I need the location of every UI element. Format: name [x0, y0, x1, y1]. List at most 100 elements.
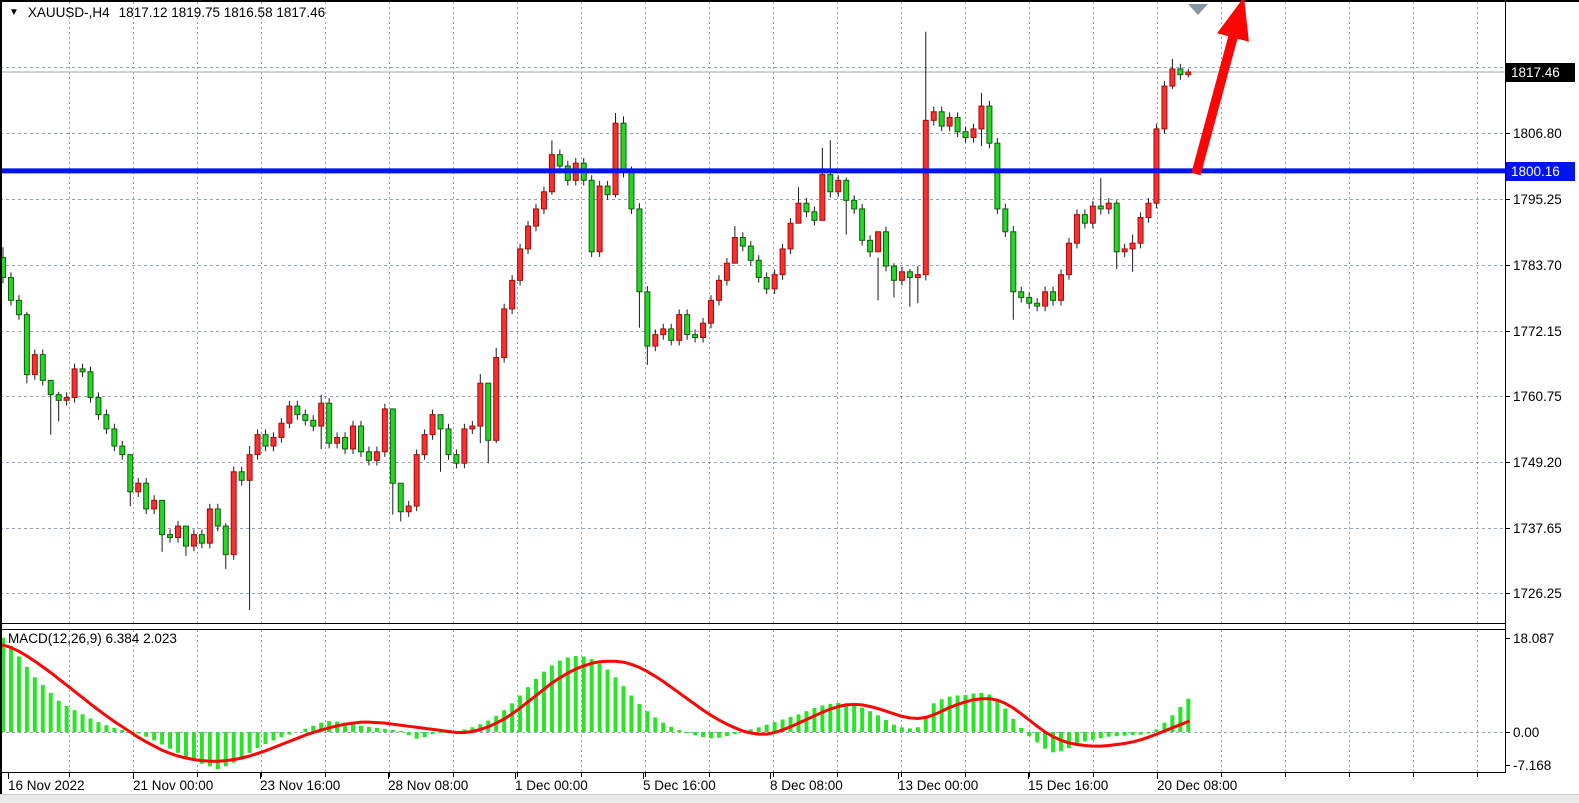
candle-bull	[771, 274, 778, 290]
macd-histogram-bar	[343, 722, 348, 732]
candle-bear	[811, 211, 818, 221]
macd-histogram-bar	[88, 718, 93, 732]
candle-bear	[238, 471, 245, 481]
candle-bull	[1105, 202, 1112, 210]
macd-histogram-bar	[828, 703, 833, 732]
symbol-timeframe-label: XAUUSD-,H4	[27, 5, 110, 20]
macd-histogram-bar	[1035, 732, 1040, 743]
candle-bull	[707, 299, 714, 324]
candle-bear	[7, 276, 14, 301]
candle-bull	[970, 128, 977, 138]
window-border-left	[0, 0, 2, 795]
macd-histogram-bar	[995, 699, 1000, 732]
macd-histogram-bar	[255, 732, 260, 749]
candle-bull	[190, 534, 197, 547]
current-price-badge: 1817.46	[1506, 63, 1575, 82]
macd-histogram-bar	[398, 730, 403, 732]
candle-bull	[1121, 248, 1128, 253]
macd-histogram-bar	[56, 700, 61, 732]
candle-bull	[63, 396, 70, 401]
candle-bull	[175, 525, 182, 538]
candle-bull	[318, 402, 325, 427]
macd-histogram-bar	[1162, 722, 1167, 732]
candle-bear	[167, 534, 174, 538]
macd-histogram-bar	[573, 655, 578, 732]
candle-bull	[1145, 202, 1152, 218]
macd-histogram-bar	[215, 732, 220, 770]
candle-bull	[922, 119, 929, 276]
price-axis-label: 1760.75	[1513, 389, 1562, 404]
macd-histogram-bar	[891, 724, 896, 732]
macd-histogram-bar	[812, 708, 817, 732]
macd-histogram-bar	[1090, 732, 1095, 740]
macd-histogram-bar	[868, 711, 873, 732]
candle-bear	[47, 379, 54, 396]
macd-histogram-bar	[1138, 732, 1143, 735]
candle-bull	[787, 222, 794, 250]
level-price-badge: 1800.16	[1506, 162, 1575, 181]
macd-histogram-bar	[223, 732, 228, 767]
macd-histogram-bar	[1098, 732, 1103, 739]
candle-bear	[342, 436, 349, 450]
candle-bull	[1129, 242, 1136, 250]
panel-splitter[interactable]	[0, 622, 1505, 631]
macd-histogram-bar	[931, 703, 936, 732]
macd-histogram-bar	[104, 725, 109, 732]
macd-histogram-bar	[1011, 718, 1016, 732]
macd-histogram-bar	[160, 732, 165, 745]
macd-histogram-bar	[804, 711, 809, 732]
candle-bear	[604, 185, 611, 196]
macd-histogram-bar	[693, 732, 698, 736]
candle-bull	[532, 208, 539, 227]
macd-histogram-bar	[518, 695, 523, 732]
candle-bear	[739, 236, 746, 247]
macd-histogram-bar	[637, 703, 642, 732]
candle-bear	[1097, 205, 1104, 210]
macd-histogram-bar	[852, 704, 857, 732]
candle-bull	[612, 122, 619, 196]
macd-histogram-bar	[820, 705, 825, 732]
macd-histogram-bar	[780, 719, 785, 732]
candle-bull	[723, 262, 730, 281]
time-axis-label: 20 Dec 08:00	[1157, 778, 1237, 793]
time-axis-label: 15 Dec 16:00	[1028, 778, 1108, 793]
macd-histogram-bar	[382, 728, 387, 732]
candle-bear	[906, 271, 913, 278]
macd-histogram-bar	[1082, 732, 1087, 742]
macd-histogram-bar	[549, 665, 554, 732]
macd-histogram-bar	[955, 695, 960, 732]
candle-bull	[540, 191, 547, 210]
candle-bull	[469, 425, 476, 430]
macd-histogram-bar	[907, 728, 912, 732]
symbol-dropdown-icon[interactable]: ▼	[9, 7, 19, 18]
candle-bull	[31, 354, 38, 376]
macd-histogram-bar	[1074, 732, 1079, 745]
macd-histogram-bar	[279, 732, 284, 738]
macd-histogram-bar	[231, 732, 236, 763]
macd-histogram-bar	[1178, 707, 1183, 732]
macd-histogram-bar	[48, 692, 53, 732]
macd-histogram-bar	[844, 703, 849, 732]
candle-bull	[230, 471, 237, 556]
macd-histogram-bar	[1066, 732, 1071, 749]
candle-bull	[286, 405, 293, 424]
macd-histogram-bar	[724, 732, 729, 737]
macd-histogram-bar	[756, 727, 761, 732]
macd-histogram-bar	[589, 659, 594, 732]
candle-bull	[930, 111, 937, 121]
candle-bull	[493, 356, 500, 441]
up-arrow-annotation[interactable]	[1191, 35, 1238, 176]
macd-histogram-bar	[263, 732, 268, 744]
macd-histogram-bar	[64, 705, 69, 732]
candle-bull	[405, 505, 412, 513]
time-axis-label: 8 Dec 08:00	[770, 778, 843, 793]
macd-histogram-bar	[422, 732, 427, 738]
up-arrow-head[interactable]	[1217, 0, 1249, 42]
macd-histogram-bar	[860, 707, 865, 732]
macd-histogram-bar	[653, 717, 658, 732]
macd-histogram-bar	[621, 686, 626, 732]
candle-bull	[206, 508, 213, 544]
macd-histogram-bar	[613, 677, 618, 732]
candle-bull	[1073, 214, 1080, 244]
